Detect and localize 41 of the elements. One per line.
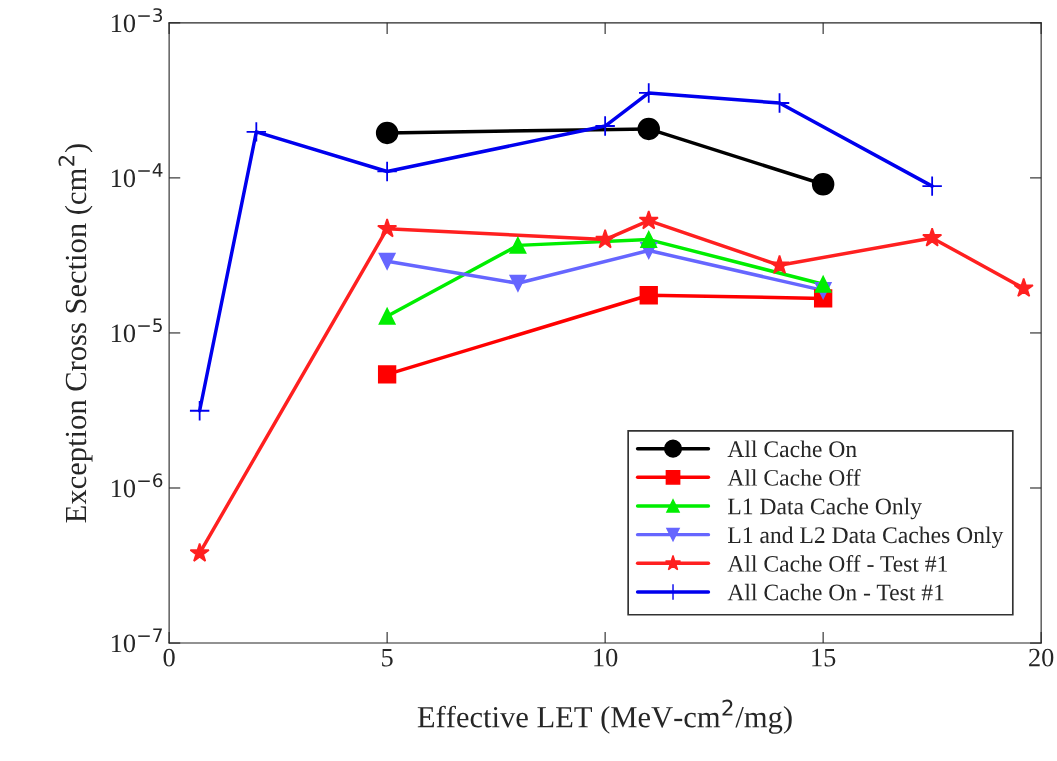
y-tick-label: 10$^{−4}$ [111,163,163,188]
point [377,218,398,238]
x-tick-label: 10 [594,648,618,667]
point [595,229,616,249]
point [594,115,616,137]
y-tick-label: 10$^{−7}$ [111,628,162,653]
point [509,274,527,292]
point [378,252,396,270]
point [245,121,267,143]
x-tick-label: 0 [163,648,175,667]
point [1013,277,1034,298]
point [377,365,397,384]
point [922,227,943,247]
point [189,542,210,562]
point [639,286,658,305]
legend-label: All Cache Off [727,468,861,486]
legend-label: L1 Data Cache Only [728,497,922,520]
point [811,172,835,196]
x-tick-label: 20 [1029,648,1054,667]
point [638,210,659,230]
legend-label: L1 and L2 Data Caches Only [728,526,1004,548]
x-tick-label: 15 [812,648,836,667]
point [637,117,660,141]
legend-label: All Cache On [727,440,857,458]
point [769,254,790,275]
y-tick-label: 10$^{−3}$ [111,8,163,33]
y-axis-title: Exception Cross Section (cm$^{2}$) [58,144,93,523]
point [921,175,943,197]
y-tick-label: 10$^{−5}$ [111,318,162,343]
point [189,400,211,422]
y-tick-label: 10$^{−6}$ [111,473,163,498]
point [376,160,398,183]
point [640,231,658,249]
x-tick-label: 5 [382,648,393,667]
x-axis-title: Effective LET (MeV-cm$^{2}$/mg) [417,699,792,734]
point [375,121,399,145]
point [509,236,527,254]
point [814,275,832,293]
legend-label: All Cache On - Test #1 [727,583,944,601]
legend-label: All Cache Off - Test #1 [727,554,948,572]
point [378,307,396,325]
